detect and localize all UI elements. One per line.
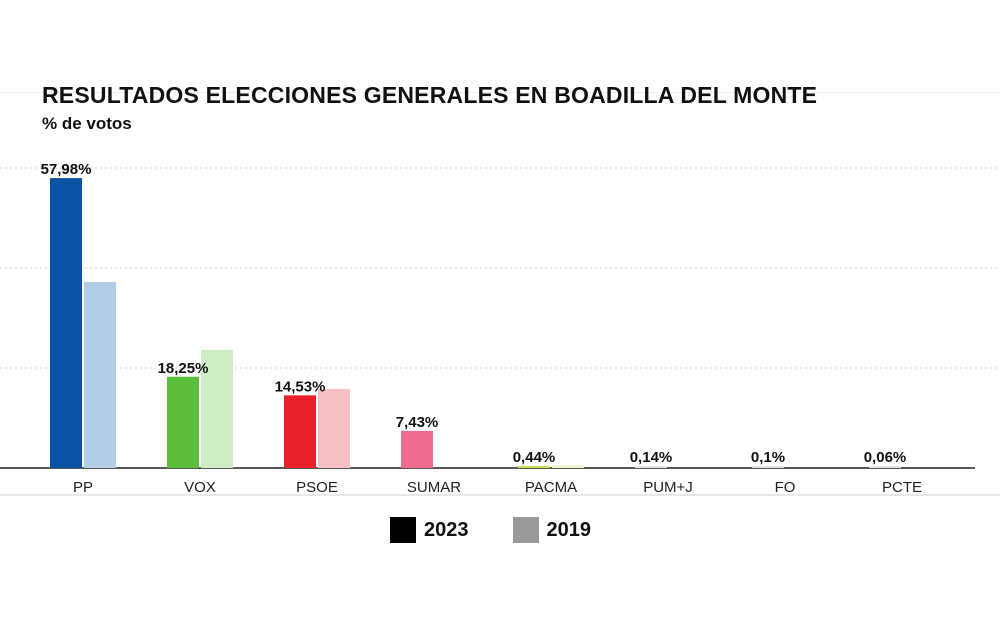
- category-labels: PP VOX PSOE SUMAR PACMA PUM+J FO PCTE: [73, 479, 922, 496]
- value-label-fo: 0,1%: [751, 449, 785, 466]
- chart-title: RESULTADOS ELECCIONES GENERALES EN BOADI…: [42, 82, 818, 108]
- value-label-pacma: 0,44%: [513, 449, 556, 466]
- legend-item-2023: 2023: [390, 517, 469, 543]
- bar-2023-sumar: [401, 430, 433, 468]
- bar-2019-pp: [84, 282, 116, 468]
- bar-2023-pacma: [518, 465, 550, 468]
- value-label-pcte: 0,06%: [864, 449, 907, 466]
- bar-2023-pumj: [635, 466, 667, 468]
- chart-subtitle: % de votos: [42, 114, 132, 133]
- category-label-fo: FO: [775, 479, 796, 496]
- bar-2023-pp: [50, 178, 82, 468]
- bar-2023-vox: [167, 376, 199, 468]
- legend-item-2019: 2019: [512, 517, 592, 543]
- bar-2023-psoe: [284, 395, 316, 468]
- category-label-vox: VOX: [184, 479, 216, 496]
- bar-2019-vox: [201, 350, 233, 468]
- value-label-vox: 18,25%: [158, 360, 209, 377]
- value-label-sumar: 7,43%: [396, 414, 439, 431]
- top-rule: [0, 92, 1000, 93]
- legend-swatch-2023: [390, 517, 416, 543]
- bars: [50, 178, 901, 468]
- value-labels: 57,98% 18,25% 14,53% 7,43% 0,44% 0,14% 0,1% 0,0…: [41, 161, 907, 466]
- bar-chart: 57,98% 18,25% 14,53% 7,43% 0,44% 0,14% 0,1% 0,0…: [0, 161, 1000, 496]
- grid-lines: [0, 167, 1000, 496]
- value-label-pumj: 0,14%: [630, 449, 673, 466]
- category-label-pp: PP: [73, 479, 93, 496]
- legend-swatch-2019: [512, 517, 539, 543]
- legend: 2023 2019: [390, 517, 591, 543]
- legend-label-2019: 2019: [546, 518, 592, 541]
- category-label-pumj: PUM+J: [643, 479, 693, 496]
- legend-label-2023: 2023: [424, 518, 469, 541]
- value-label-pp: 57,98%: [41, 161, 92, 178]
- category-label-pacma: PACMA: [525, 479, 577, 496]
- bar-2019-psoe: [318, 389, 350, 468]
- bar-2023-fo: [752, 466, 784, 468]
- category-label-sumar: SUMAR: [407, 479, 461, 496]
- bar-2019-pacma: [552, 465, 584, 468]
- category-label-pcte: PCTE: [882, 479, 922, 496]
- category-label-psoe: PSOE: [296, 479, 338, 496]
- bar-2023-pcte: [869, 466, 901, 468]
- value-label-psoe: 14,53%: [275, 378, 326, 395]
